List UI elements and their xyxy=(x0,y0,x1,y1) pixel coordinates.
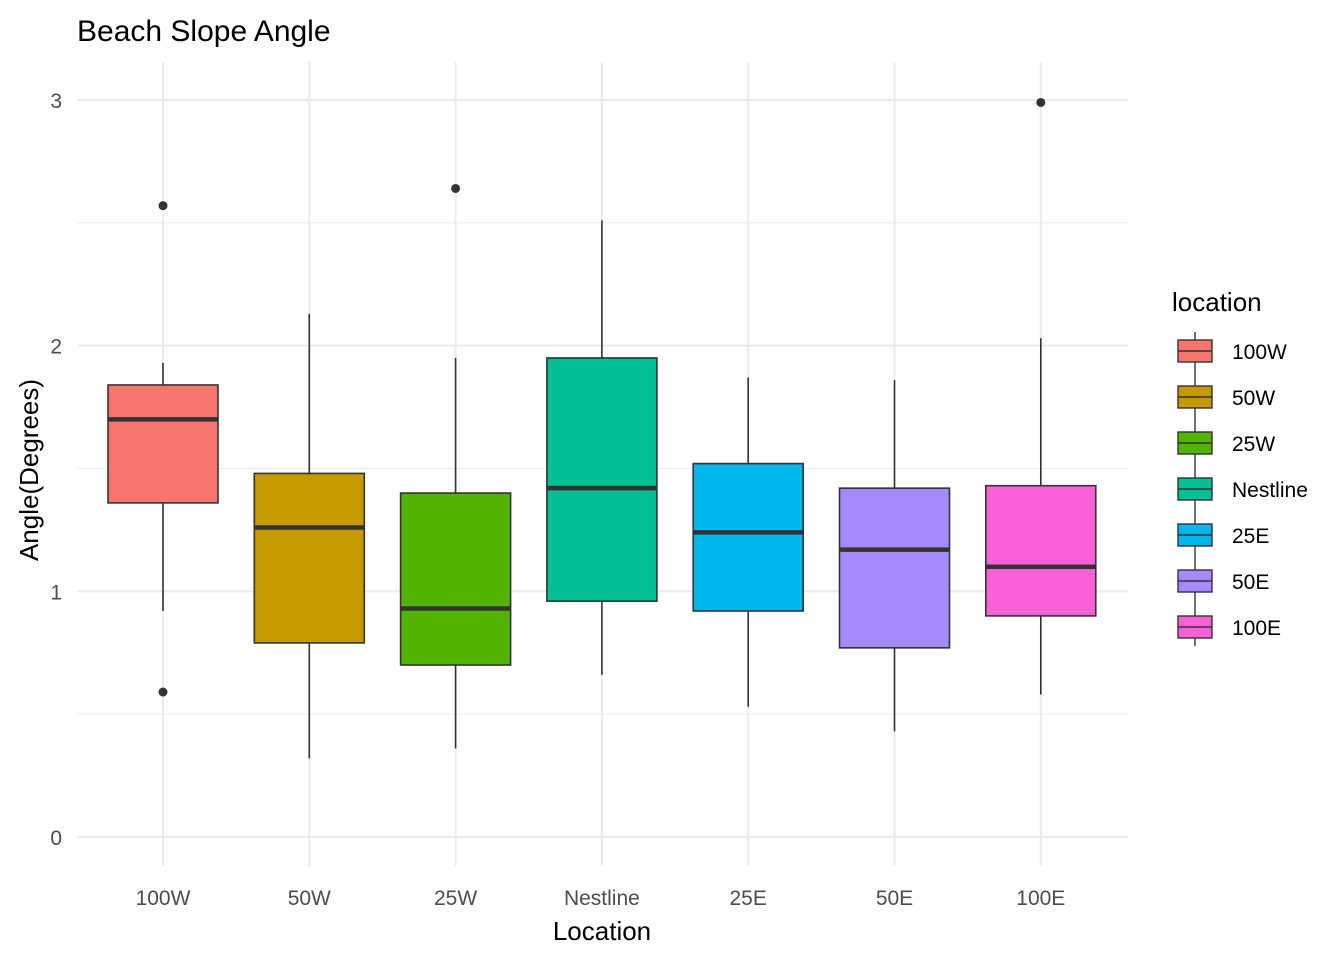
box-50e xyxy=(838,380,951,732)
legend-label: 25W xyxy=(1232,433,1275,456)
legend-item-100e: 100E xyxy=(1177,615,1281,640)
outlier-point xyxy=(451,183,461,193)
legend-item-25w: 25W xyxy=(1177,431,1275,456)
legend-label: Nestline xyxy=(1232,479,1308,502)
box-100e xyxy=(984,97,1097,695)
legend-item-50w: 50W xyxy=(1177,385,1275,410)
legend-title: location xyxy=(1172,287,1262,317)
box-iqr xyxy=(984,484,1097,617)
y-axis-ticks: 0 1 2 3 xyxy=(50,90,62,850)
boxes xyxy=(107,97,1097,759)
box-iqr xyxy=(692,462,805,612)
x-tick-label: 25E xyxy=(730,887,767,910)
legend-item-25e: 25E xyxy=(1177,523,1269,548)
box-iqr xyxy=(546,357,658,602)
legend-item-100w: 100W xyxy=(1177,339,1287,364)
outlier-point xyxy=(1036,97,1046,107)
box-100w xyxy=(107,201,219,697)
legend-label: 50E xyxy=(1232,571,1269,594)
y-tick-label: 3 xyxy=(50,90,62,113)
legend-item-nestline: Nestline xyxy=(1177,477,1308,502)
chart-title: Beach Slope Angle xyxy=(77,15,331,48)
y-tick-label: 0 xyxy=(50,827,62,850)
box-25e xyxy=(692,377,805,707)
x-tick-label: Nestline xyxy=(564,887,640,910)
y-tick-label: 2 xyxy=(50,336,62,359)
legend-label: 100E xyxy=(1232,617,1281,640)
y-tick-label: 1 xyxy=(50,581,62,604)
box-nestline xyxy=(546,220,658,675)
legend-item-50e: 50E xyxy=(1177,569,1269,594)
x-tick-label: 50W xyxy=(288,887,331,910)
legend-label: 25E xyxy=(1232,525,1269,548)
x-axis-ticks: 100W 50W 25W Nestline 25E 50E 100E xyxy=(136,887,1066,910)
box-25w xyxy=(399,183,512,749)
box-iqr xyxy=(399,492,512,666)
x-tick-label: 100E xyxy=(1016,887,1065,910)
x-tick-label: 50E xyxy=(876,887,913,910)
outlier-point xyxy=(158,201,168,211)
x-tick-label: 100W xyxy=(136,887,191,910)
y-axis-label: Angle(Degrees) xyxy=(14,379,44,561)
box-iqr xyxy=(253,472,366,644)
legend: location 100W 50W 25W Nestline 25E 50E 100E xyxy=(1172,287,1308,646)
box-iqr xyxy=(838,487,951,649)
legend-label: 100W xyxy=(1232,341,1287,364)
box-iqr xyxy=(107,384,219,504)
x-axis-label: Location xyxy=(553,916,651,946)
legend-label: 50W xyxy=(1232,387,1275,410)
x-tick-label: 25W xyxy=(434,887,477,910)
box-50w xyxy=(253,313,366,759)
outlier-point xyxy=(158,687,168,697)
